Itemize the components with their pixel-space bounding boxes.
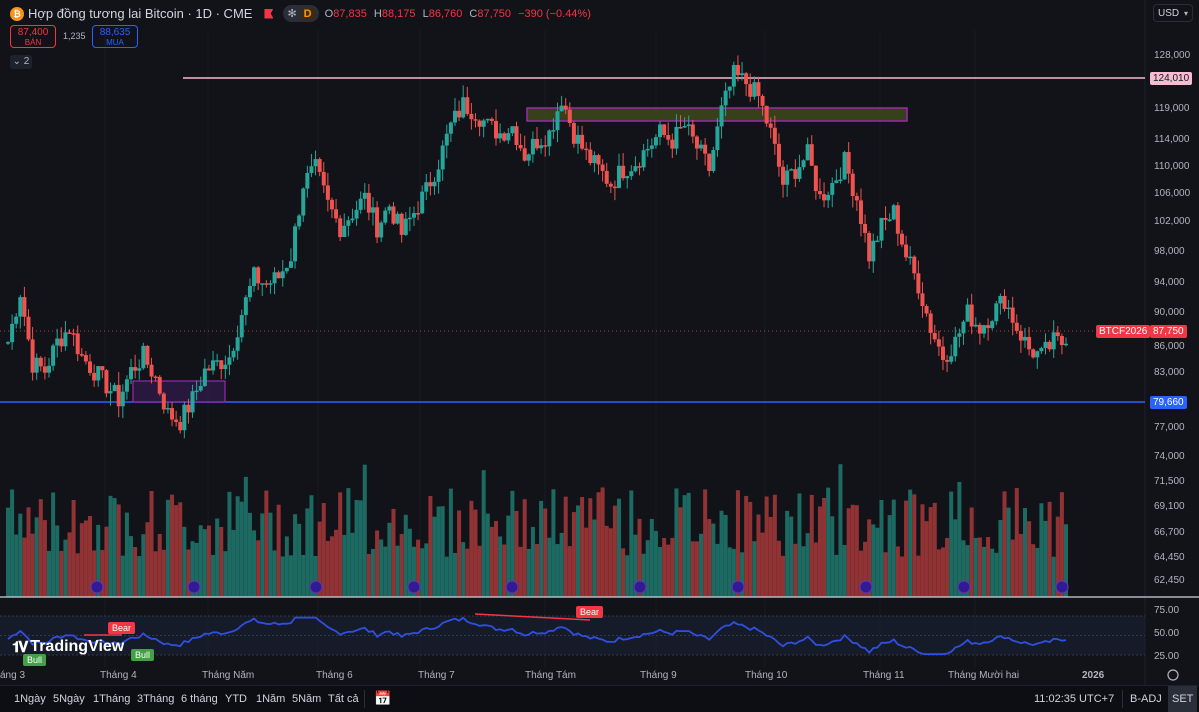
session-icon: ✻ <box>287 8 297 20</box>
bitcoin-icon: ₿ <box>10 6 24 21</box>
svg-text:69,100: 69,100 <box>1154 501 1185 512</box>
svg-text:64,450: 64,450 <box>1154 552 1185 563</box>
range-all[interactable]: Tất cả <box>328 693 359 705</box>
bull-signal-label: Bull <box>131 649 155 661</box>
range-3m[interactable]: 3Tháng <box>137 693 175 705</box>
flag-icon[interactable] <box>264 8 274 19</box>
last-price-tag: 87,750 <box>1150 325 1187 338</box>
range-1m[interactable]: 1Tháng <box>93 693 131 705</box>
divider <box>364 690 365 708</box>
svg-text:Tháng 6: Tháng 6 <box>316 670 353 681</box>
svg-text:90,000: 90,000 <box>1154 307 1185 318</box>
goto-date-icon[interactable]: 📅 <box>374 690 392 706</box>
currency-select[interactable]: USD <box>1153 4 1193 23</box>
svg-text:Tháng 4: Tháng 4 <box>100 670 137 681</box>
svg-text:86,000: 86,000 <box>1154 341 1185 352</box>
symbol-tag: BTCF2026 <box>1096 325 1151 338</box>
bull-signal-label: Bull <box>23 654 47 666</box>
symbol-legend[interactable]: ₿ Hợp đồng tương lai Bitcoin · 1D · CME … <box>10 5 595 22</box>
divider <box>1122 690 1123 708</box>
svg-text:119,000: 119,000 <box>1154 103 1190 114</box>
sell-button[interactable]: 87,400 BÁN <box>10 25 56 48</box>
spread-value: 1,235 <box>63 31 86 41</box>
range-1y[interactable]: 1Năm <box>256 693 286 705</box>
svg-text:Tháng Tám: Tháng Tám <box>525 670 576 681</box>
svg-text:75.00: 75.00 <box>1154 605 1179 616</box>
symbol-title[interactable]: Hợp đồng tương lai Bitcoin · 1D · CME <box>28 6 253 21</box>
delayed-data-badge: D <box>300 7 315 20</box>
bear-signal-label: Bear <box>576 606 604 618</box>
support-price-tag: 79,660 <box>1150 396 1187 409</box>
svg-text:62,450: 62,450 <box>1154 575 1185 586</box>
range-6m[interactable]: 6 tháng <box>181 693 218 705</box>
svg-text:Tháng 7: Tháng 7 <box>418 670 455 681</box>
svg-text:128,000: 128,000 <box>1154 50 1191 61</box>
svg-text:2026: 2026 <box>1082 670 1105 681</box>
svg-text:Tháng Năm: Tháng Năm <box>202 670 254 681</box>
svg-text:Tháng 11: Tháng 11 <box>863 670 905 681</box>
adjustment-toggle[interactable]: B-ADJ <box>1130 693 1162 705</box>
svg-text:66,700: 66,700 <box>1154 527 1185 538</box>
svg-text:77,000: 77,000 <box>1154 422 1185 433</box>
svg-text:Tháng 9: Tháng 9 <box>640 670 677 681</box>
resistance-price-tag: 124,010 <box>1150 72 1193 85</box>
change-value: −390 (−0.44%) <box>518 7 591 20</box>
clock-timezone[interactable]: 11:02:35 UTC+7 <box>1034 693 1115 705</box>
svg-text:áng 3: áng 3 <box>0 670 25 681</box>
svg-text:102,000: 102,000 <box>1154 216 1191 227</box>
bear-signal-label: Bear <box>108 622 136 634</box>
svg-text:83,000: 83,000 <box>1154 367 1185 378</box>
ohlc-values: O87,835 H88,175 L86,760 C87,750 −390 (−0… <box>324 7 591 20</box>
svg-text:106,000: 106,000 <box>1154 188 1191 199</box>
range-5d[interactable]: 5Ngày <box>53 693 85 705</box>
indicators-collapse-button[interactable]: ⌄ 2 <box>10 55 32 69</box>
svg-text:94,000: 94,000 <box>1154 277 1185 288</box>
svg-text:114,000: 114,000 <box>1154 134 1190 145</box>
range-ytd[interactable]: YTD <box>225 693 247 705</box>
range-5y[interactable]: 5Năm <box>292 693 322 705</box>
svg-text:71,500: 71,500 <box>1154 476 1185 487</box>
session-toggle[interactable]: SET <box>1168 686 1198 712</box>
tradingview-logo[interactable]: 𝟏𝐕 TradingView <box>12 638 125 656</box>
buy-button[interactable]: 88,635 MUA <box>92 25 138 48</box>
svg-text:25.00: 25.00 <box>1154 651 1179 662</box>
range-1d[interactable]: 1Ngày <box>14 693 46 705</box>
svg-text:Tháng Mười hai: Tháng Mười hai <box>948 670 1019 681</box>
svg-text:50.00: 50.00 <box>1154 628 1179 639</box>
tradingview-mark-icon: 𝟏𝐕 <box>12 638 28 656</box>
svg-text:110,000: 110,000 <box>1154 161 1190 172</box>
svg-text:Tháng 10: Tháng 10 <box>745 670 788 681</box>
svg-text:98,000: 98,000 <box>1154 246 1185 257</box>
svg-text:74,000: 74,000 <box>1154 451 1185 462</box>
bottom-toolbar: 1Ngày 5Ngày 1Tháng 3Tháng 6 tháng YTD 1N… <box>0 685 1199 712</box>
market-status-pill[interactable]: ✻ D <box>283 5 319 22</box>
